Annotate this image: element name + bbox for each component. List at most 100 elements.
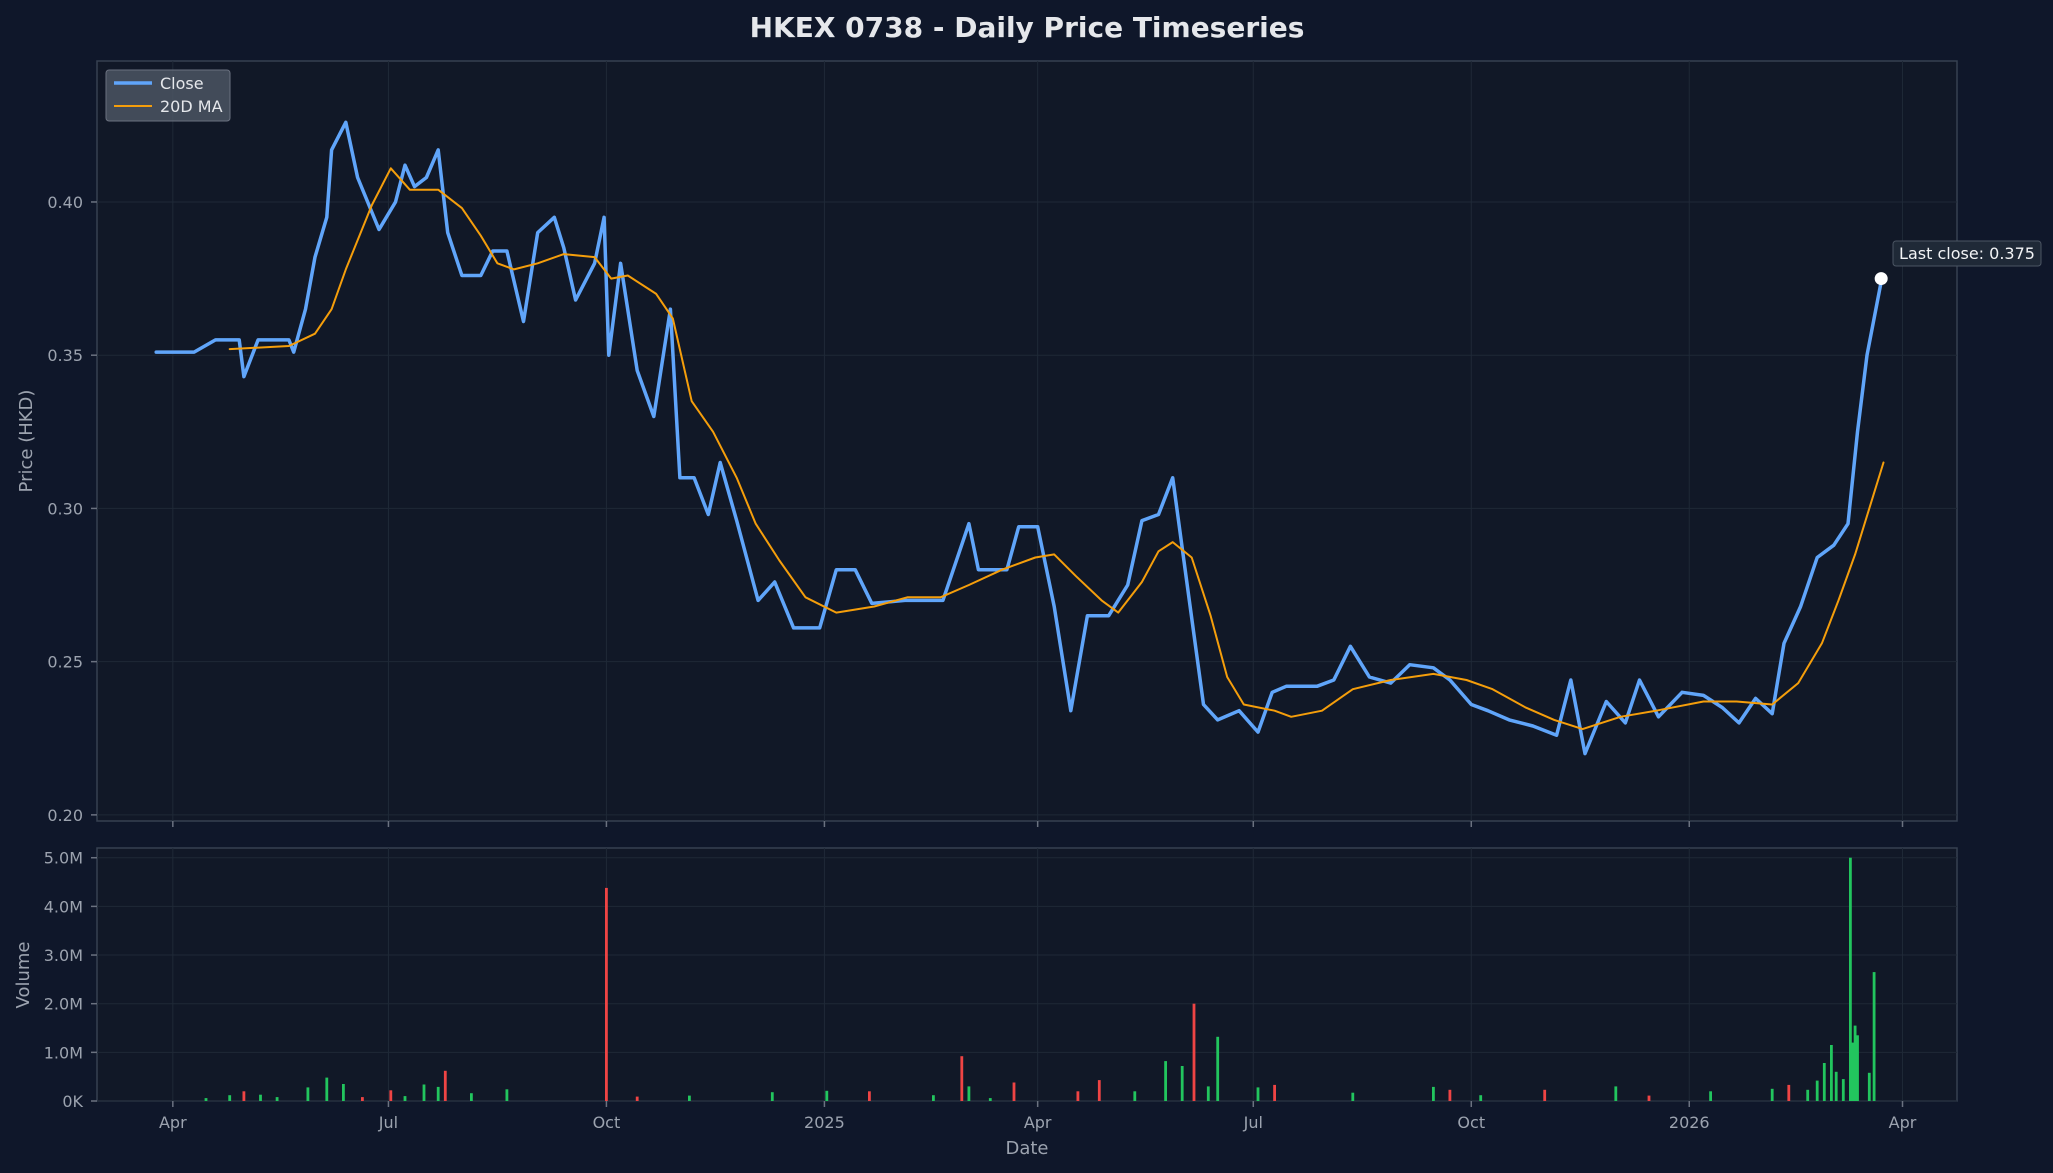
volume-bar [1543,1089,1547,1101]
volume-bar [605,887,608,1101]
volume-bar [443,1070,447,1101]
volume-bar [1830,1045,1833,1101]
volume-bar [960,1056,964,1101]
volume-bar [1822,1063,1826,1101]
volume-bar [1867,1072,1871,1101]
last-close-label: Last close: 0.375 [1899,244,2035,263]
volume-bar [635,1096,639,1101]
volume-bar [1180,1066,1184,1101]
volume-bar [1164,1061,1167,1101]
volume-bar [228,1095,232,1101]
volume-bar [1815,1080,1819,1101]
volume-bars-group [204,857,1876,1101]
volume-gridlines [97,848,1957,1102]
volume-bar [988,1098,992,1101]
last-close-label-box [1892,240,2042,267]
volume-bar [1206,1086,1210,1101]
volume-bar [1853,1025,1857,1101]
last-close-marker [1874,272,1888,286]
volume-bar [825,1090,829,1101]
volume-bar [204,1098,208,1101]
volume-bar [1256,1087,1260,1101]
volume-bar [1841,1079,1845,1101]
volume-bar [1479,1095,1483,1101]
price-y-tick-label: 0.20 [47,806,83,825]
volume-bar [306,1087,310,1101]
volume-bar [436,1086,440,1101]
volume-bar [1614,1086,1618,1101]
x-tick-label: Apr [159,1113,187,1132]
volume-bar [470,1093,473,1101]
volume-bar [242,1091,246,1101]
volume-bar [1849,857,1852,1101]
volume-y-tick-label: 5.0M [44,849,83,868]
volume-bar [325,1077,329,1101]
volume-y-axis-label: Volume [13,942,34,1009]
volume-bar [688,1095,691,1101]
price-y-tick-label: 0.30 [47,499,83,518]
legend-label-close: Close [160,74,204,93]
volume-bar [422,1084,426,1101]
volume-bar [361,1097,364,1101]
volume-bar [1097,1080,1101,1101]
price-gridlines [97,61,1957,821]
volume-bar [1133,1091,1137,1101]
x-tick-label: Apr [1889,1113,1917,1132]
volume-bar [342,1084,345,1101]
volume-bar [770,1092,774,1101]
volume-bar [1273,1084,1276,1101]
x-tick-label: 2026 [1669,1113,1710,1132]
series-line-ma20 [228,167,1885,731]
volume-bar [1834,1071,1838,1101]
volume-bar [1448,1089,1452,1101]
volume-bar [1216,1036,1220,1101]
last-close-annotation: Last close: 0.375 [1874,240,2042,286]
volume-y-tick-label: 2.0M [44,995,83,1014]
volume-bar [1770,1088,1774,1101]
x-tick-label: Jul [378,1113,398,1132]
x-tick-label: Oct [593,1113,621,1132]
series-line-close [154,120,1883,756]
volume-plot-area [96,847,1958,1102]
volume-bar [868,1091,871,1101]
volume-bar [505,1089,509,1101]
volume-bar [1806,1089,1810,1101]
volume-bar [259,1094,262,1101]
volume-y-tick-label: 0K [62,1092,83,1111]
x-axis-label: Date [1005,1138,1048,1159]
volume-bar [389,1090,393,1101]
price-y-tick-label: 0.40 [47,193,83,212]
volume-bar [1872,972,1876,1101]
volume-bar [1851,1042,1855,1101]
volume-y-tick-label: 3.0M [44,946,83,965]
price-y-tick-label: 0.25 [47,653,83,672]
volume-bar [1647,1095,1651,1101]
volume-y-tick-label: 4.0M [44,897,83,916]
volume-bar [967,1086,971,1101]
volume-y-tick-label: 1.0M [44,1043,83,1062]
volume-bar [275,1097,279,1101]
price-series-group [154,120,1885,756]
legend-label-ma20: 20D MA [160,97,223,116]
volume-bar [1192,1003,1196,1101]
price-y-tick-label: 0.35 [47,346,83,365]
volume-bar [1709,1091,1712,1101]
price-y-axis-label: Price (HKD) [16,390,37,493]
legend: Close 20D MA [105,69,231,122]
volume-bar [403,1096,407,1101]
volume-axes: Apr Jul Oct 2025 Apr Jul Oct 2026 Apr 0K 1.0M 2.0M 3… [44,849,1917,1132]
x-tick-label: 2025 [804,1113,845,1132]
x-tick-label: Apr [1024,1113,1052,1132]
chart-title: HKEX 0738 - Daily Price Timeseries [750,11,1305,44]
x-tick-label: Jul [1243,1113,1263,1132]
volume-bar [1787,1084,1791,1101]
volume-bar [1076,1091,1080,1101]
volume-bar [932,1095,935,1101]
x-tick-label: Oct [1457,1113,1485,1132]
price-axes: 0.20 0.25 0.30 0.35 0.40 [47,193,1904,827]
volume-bar [1012,1082,1016,1101]
volume-bar [1856,1035,1859,1101]
volume-bar [1432,1086,1435,1101]
volume-bar [1351,1092,1355,1101]
